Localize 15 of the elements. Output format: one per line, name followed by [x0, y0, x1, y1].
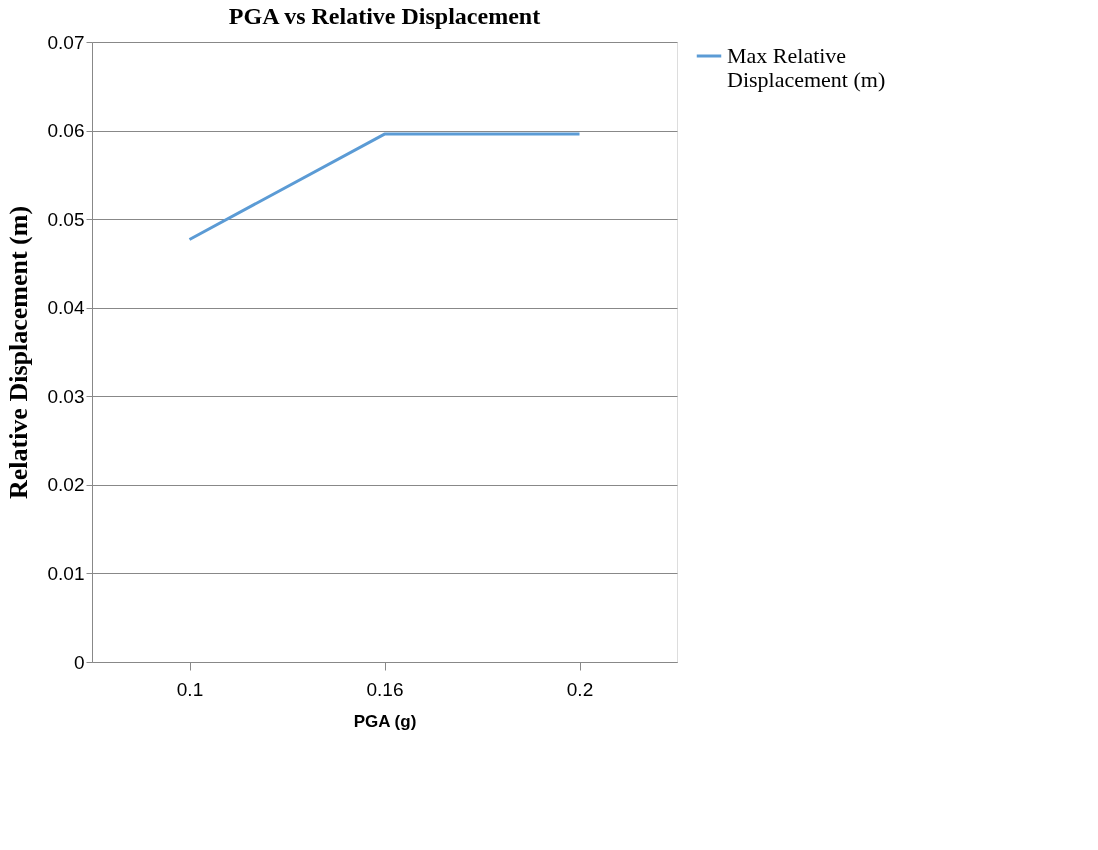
x-tick-label: 0.2 [566, 678, 594, 700]
y-tick-label: 0.03 [47, 385, 85, 407]
y-tick-label: 0.01 [47, 562, 85, 584]
chart-title: PGA vs Relative Displacement [228, 3, 541, 29]
x-axis-title: PGA (g) [353, 711, 417, 731]
y-axis-title: Relative Displacement (m) [3, 205, 33, 500]
x-tick-label: 0.1 [176, 678, 204, 700]
y-tick-label: 0.02 [47, 474, 85, 496]
y-tick-label: 0.07 [47, 31, 85, 53]
y-tick-label: 0 [73, 651, 85, 673]
y-tick-label: 0.04 [47, 297, 85, 319]
x-tick-label: 0.16 [366, 678, 404, 700]
y-tick-label: 0.06 [47, 120, 85, 142]
legend-label: Max Relative Displacement (m) [727, 43, 886, 92]
y-tick-label: 0.05 [47, 208, 85, 230]
